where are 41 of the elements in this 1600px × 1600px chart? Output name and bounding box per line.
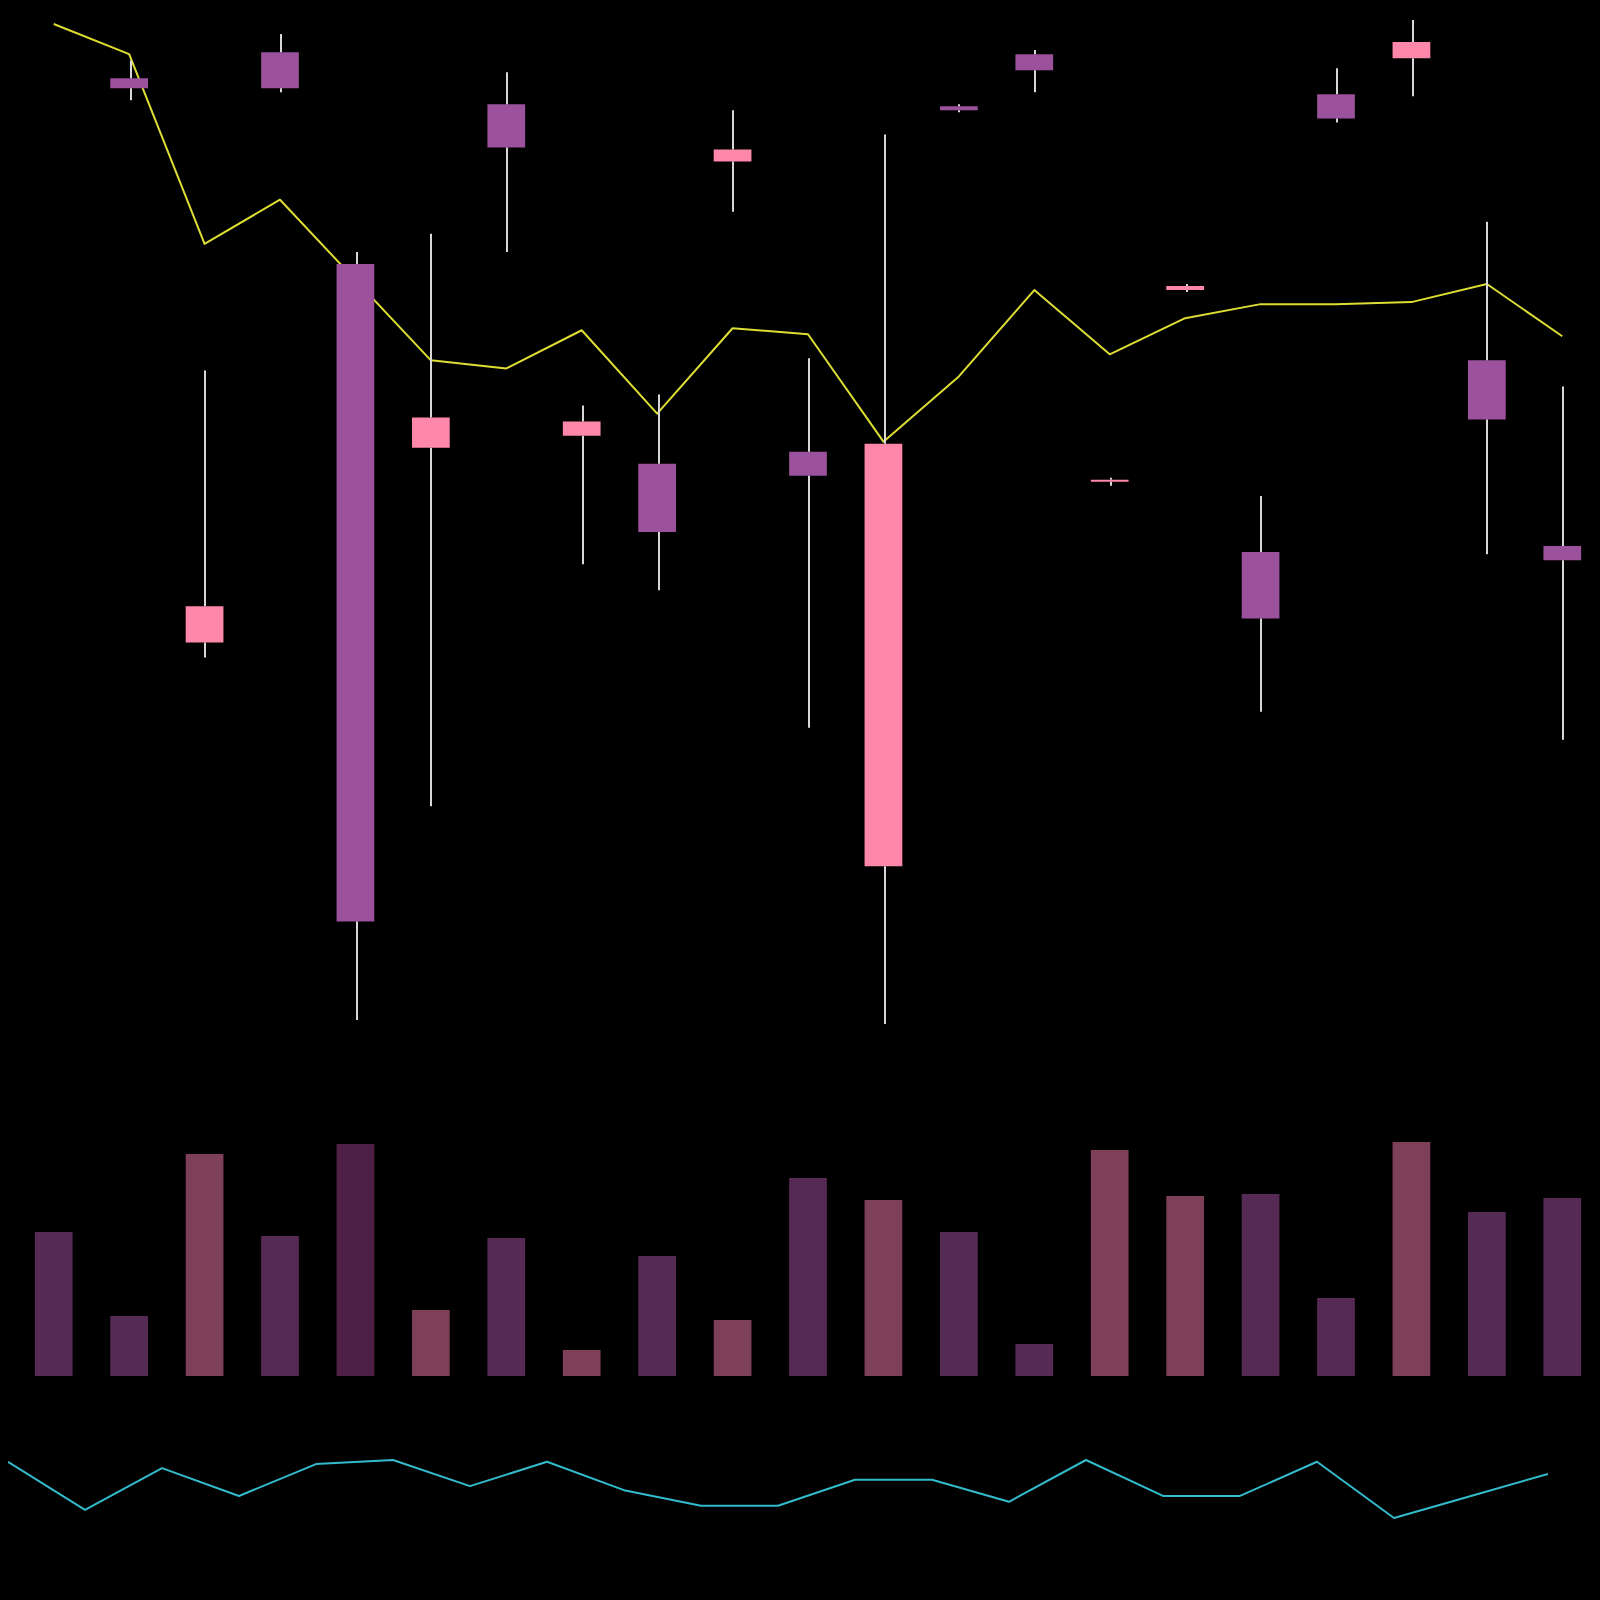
bar: [1166, 1196, 1204, 1376]
bar: [1468, 1211, 1506, 1376]
bar: [185, 1153, 224, 1376]
candlestick: [1392, 19, 1431, 98]
bar: [864, 1200, 903, 1376]
candlestick: [1317, 67, 1355, 124]
candlestick: [1241, 494, 1280, 713]
bar: [638, 1255, 676, 1376]
candlestick: [864, 133, 903, 1025]
candlestick: [1468, 220, 1506, 556]
bar: [1015, 1343, 1054, 1376]
candlestick: [713, 109, 752, 213]
candlestick: [940, 103, 978, 114]
candlestick: [1166, 283, 1204, 294]
bar: [562, 1350, 601, 1376]
bar: [713, 1320, 752, 1376]
bar: [940, 1232, 978, 1376]
bar: [34, 1232, 73, 1376]
candlestick: [336, 250, 375, 1021]
bar: [487, 1237, 526, 1376]
candlestick: [261, 33, 299, 94]
candlestick: [110, 59, 148, 102]
bar: [110, 1316, 148, 1376]
candlestick: [638, 393, 676, 592]
bar: [1090, 1149, 1129, 1376]
bar: [412, 1310, 450, 1376]
candlestick: [487, 71, 526, 253]
bar: [1241, 1193, 1280, 1376]
candlestick: [1543, 385, 1582, 741]
bar: [336, 1144, 375, 1376]
bar: [1317, 1298, 1355, 1376]
candlestick: [562, 404, 601, 566]
bar: [1543, 1197, 1582, 1376]
candlestick: [1090, 476, 1129, 487]
bar: [261, 1236, 299, 1376]
bar: [789, 1178, 827, 1376]
bar: [1392, 1142, 1431, 1376]
candlestick: [185, 369, 224, 659]
candlestick: [789, 357, 827, 729]
candlestick: [1015, 49, 1054, 94]
candlestick: [412, 232, 450, 808]
